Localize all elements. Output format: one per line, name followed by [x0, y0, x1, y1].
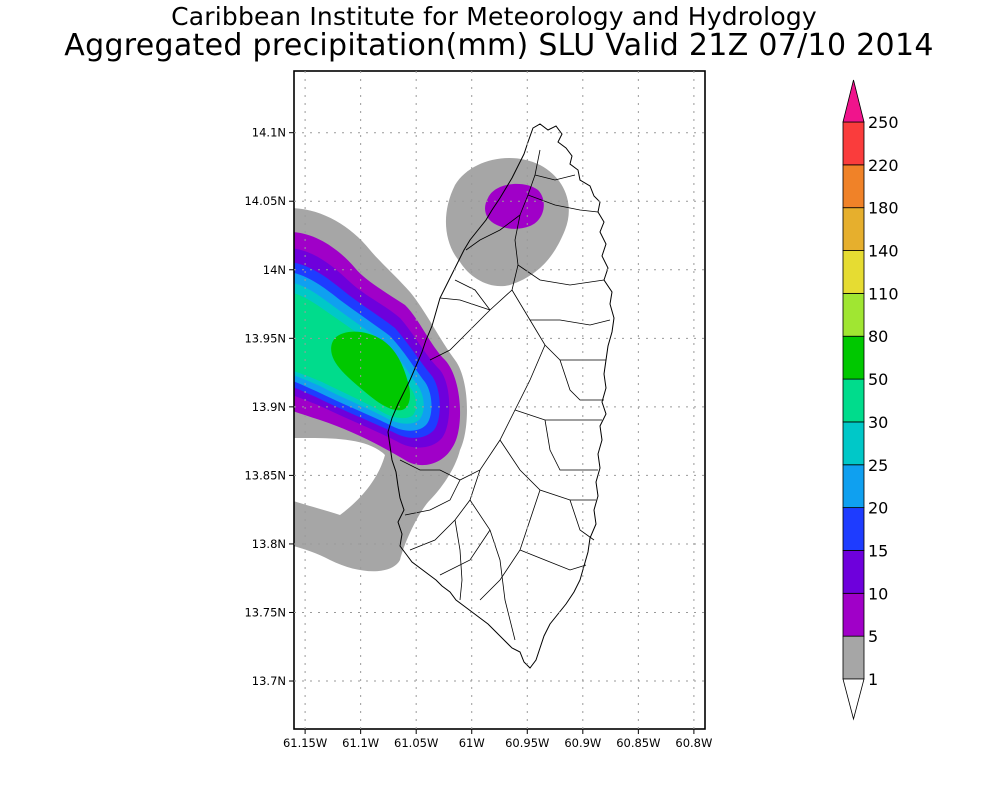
- tick-label-lat: 13.75N: [244, 605, 286, 619]
- colorbar-level-label: 110: [868, 284, 899, 303]
- tick-label-lon: 61.1W: [342, 736, 379, 750]
- tick-label-lon: 61W: [459, 736, 485, 750]
- tick-label-lat: 14.05N: [244, 194, 286, 208]
- colorbar-level-label: 15: [868, 541, 888, 560]
- tick-label-lat: 14.1N: [252, 126, 286, 140]
- colorbar-swatch: [842, 507, 865, 551]
- colorbar-swatch: [842, 207, 865, 251]
- island-coastline: [387, 123, 615, 669]
- gridlines: [294, 71, 705, 729]
- colorbar-swatch: [842, 250, 865, 294]
- tick-label-lon: 61.15W: [283, 736, 327, 750]
- colorbar-level-label: 1: [868, 670, 878, 689]
- colorbar-swatch: [842, 550, 865, 594]
- colorbar-over-triangle: [842, 79, 865, 123]
- colorbar-level-label: 20: [868, 499, 888, 518]
- colorbar-swatch: [842, 121, 865, 166]
- watershed-boundaries: [399, 149, 611, 641]
- tick-label-lon: 60.9W: [564, 736, 601, 750]
- tick-label-lon: 61.05W: [394, 736, 438, 750]
- plot-frame: [293, 70, 706, 730]
- colorbar-level-label: 10: [868, 584, 888, 603]
- tick-label-lat: 13.8N: [252, 537, 286, 551]
- tick-label-lat: 14N: [263, 263, 286, 277]
- colorbar-level-label: 50: [868, 370, 888, 389]
- colorbar-swatch: [842, 592, 865, 637]
- chart-subtitle: Aggregated precipitation(mm) SLU Valid 2…: [64, 28, 934, 63]
- colorbar-swatch: [842, 635, 865, 680]
- colorbar-swatch: [842, 464, 865, 509]
- precipitation-field: [294, 157, 569, 572]
- tick-label-lon: 60.95W: [505, 736, 549, 750]
- colorbar-level-label: 5: [868, 627, 878, 646]
- colorbar-level-label: 220: [868, 156, 899, 175]
- colorbar-level-label: 30: [868, 413, 888, 432]
- tick-label-lat: 13.85N: [244, 468, 286, 482]
- tick-label-lat: 13.95N: [244, 331, 286, 345]
- tick-label-lat: 13.7N: [252, 674, 286, 688]
- colorbar-level-label: 80: [868, 327, 888, 346]
- colorbar-level-label: 180: [868, 199, 899, 218]
- chart-title: Caribbean Institute for Meteorology and …: [171, 2, 817, 31]
- colorbar-level-label: 25: [868, 456, 888, 475]
- colorbar-swatch: [842, 164, 865, 209]
- precip-contour-50mm: [331, 331, 410, 411]
- colorbar-swatch: [842, 378, 865, 423]
- colorbar-under-triangle: [842, 678, 865, 721]
- tick-label-lat: 13.9N: [252, 400, 286, 414]
- saint-lucia-island: [387, 123, 615, 669]
- colorbar-level-label: 140: [868, 242, 899, 261]
- axis-ticks: 61.15W 61.1W 61.05W 61W 60.95W 60.9W 60.85W 60.…: [244, 126, 712, 750]
- colorbar-swatch: [842, 292, 865, 337]
- tick-label-lon: 60.85W: [616, 736, 660, 750]
- colorbar-swatch: [842, 421, 865, 466]
- colorbar-level-label: 250: [868, 113, 899, 132]
- colorbar-swatch: [842, 335, 865, 380]
- tick-label-lon: 60.8W: [675, 736, 712, 750]
